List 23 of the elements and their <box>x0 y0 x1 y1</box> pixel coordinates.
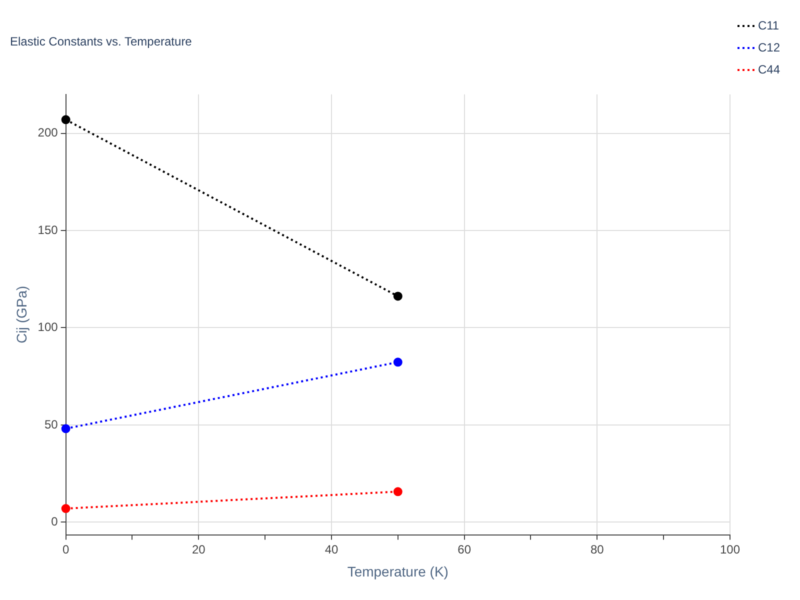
legend-label: C44 <box>758 62 780 76</box>
point <box>393 292 402 301</box>
point <box>61 424 70 434</box>
chart-title: Elastic Constants vs. Temperature <box>10 34 192 49</box>
y-tick-label: 50 <box>44 417 58 432</box>
point <box>61 115 70 124</box>
legend-label: C11 <box>758 18 780 32</box>
y-axis-title: Cij (GPa) <box>13 286 30 344</box>
y-tick-label: 150 <box>38 222 58 237</box>
x-tick-label: 60 <box>458 542 472 556</box>
x-tick-label: 20 <box>192 542 206 556</box>
y-tick-label: 200 <box>38 126 58 140</box>
y-tick-label: 0 <box>51 514 58 528</box>
x-tick-label: 80 <box>590 542 604 556</box>
legend-label: C12 <box>758 40 780 54</box>
x-tick-label: 0 <box>62 542 70 556</box>
x-tick-label: 40 <box>324 542 338 556</box>
y-tick-label: 100 <box>38 320 58 334</box>
point <box>61 504 70 514</box>
point <box>393 358 402 367</box>
x-tick-label: 100 <box>720 542 740 556</box>
x-axis-title: Temperature (K) <box>347 563 448 580</box>
point <box>393 487 402 496</box>
